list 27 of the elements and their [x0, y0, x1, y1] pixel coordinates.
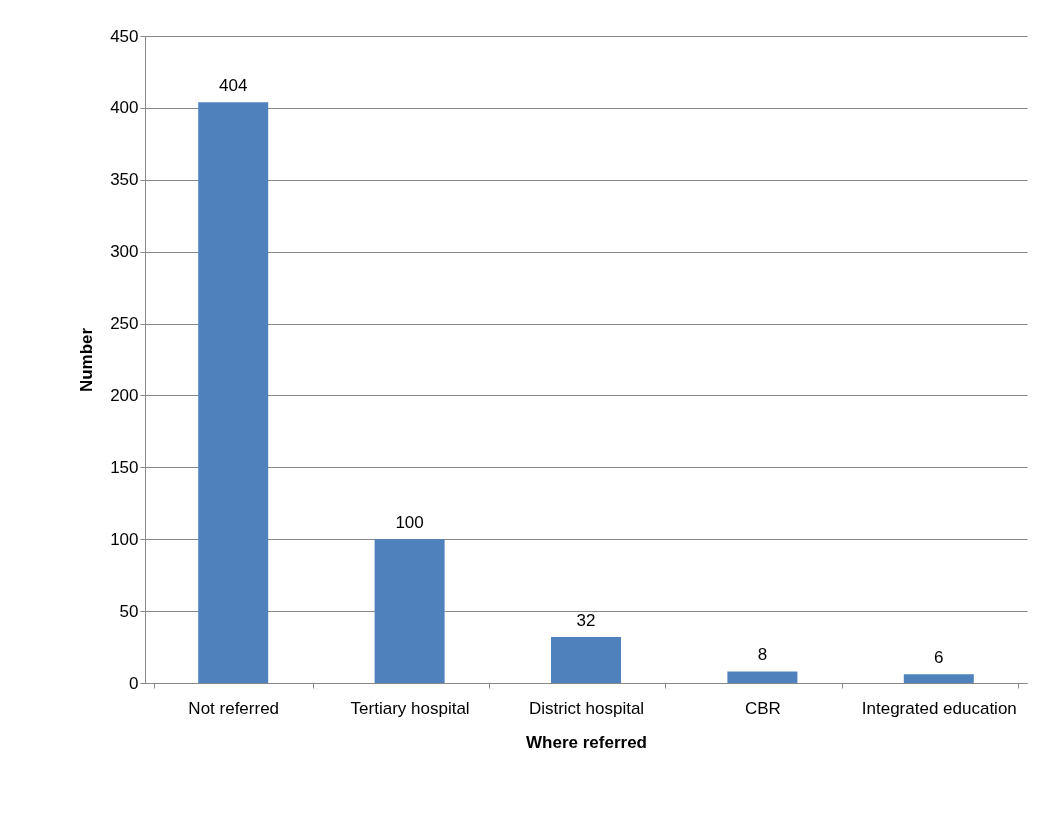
y-tick-label: 400: [110, 98, 139, 118]
x-tick-label: District hospital: [528, 698, 645, 718]
y-tick-label: 350: [110, 170, 139, 190]
bar: [198, 102, 269, 683]
data-label: 404: [219, 76, 248, 96]
data-label: 8: [757, 645, 768, 665]
data-label: 6: [934, 648, 944, 668]
y-tick-label: 100: [110, 529, 139, 549]
bar: [374, 539, 445, 683]
bar: [903, 674, 974, 683]
bar: [727, 671, 798, 683]
data-label: 32: [576, 610, 596, 630]
x-tick-label: Not referred: [188, 698, 280, 718]
y-tick-label: 150: [110, 457, 139, 477]
x-axis-title: Where referred: [526, 732, 647, 752]
bar: [551, 636, 621, 683]
y-tick-label: 200: [110, 385, 139, 405]
x-tick-label: Integrated education: [861, 698, 1017, 718]
x-tick-label: Tertiary hospital: [350, 698, 470, 718]
y-tick-label: 300: [110, 242, 139, 262]
y-tick-label: 50: [119, 601, 139, 621]
data-label: 100: [395, 513, 424, 533]
y-tick-label: 250: [110, 314, 139, 334]
y-axis-title: Number: [77, 327, 97, 393]
y-tick-label: 0: [129, 673, 139, 693]
y-tick-label: 450: [110, 26, 139, 46]
x-tick-label: CBR: [744, 698, 781, 718]
